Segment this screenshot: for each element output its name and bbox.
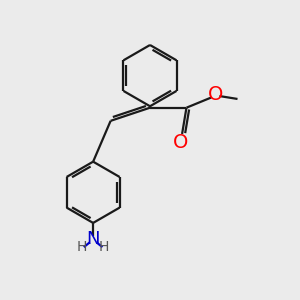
Text: H: H — [77, 240, 87, 254]
Text: O: O — [173, 133, 188, 152]
Text: O: O — [208, 85, 223, 104]
Text: H: H — [99, 240, 110, 254]
Text: N: N — [86, 230, 100, 248]
